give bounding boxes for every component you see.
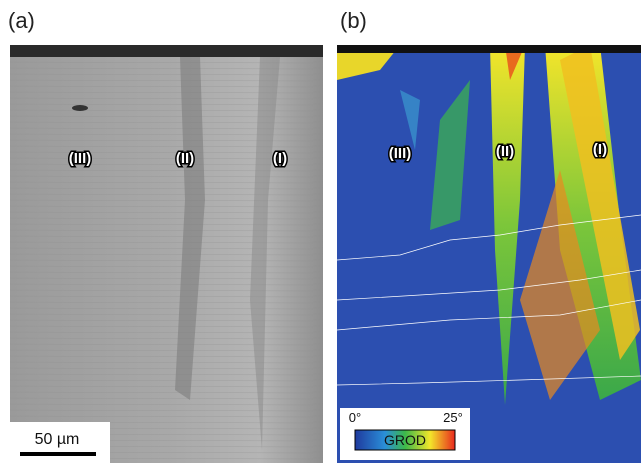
scale-bar-label: 50 µm [35,431,80,448]
colorbar-max: 25° [443,410,463,425]
colorbar-min: 0° [349,410,361,425]
sem-image [10,45,323,463]
scale-bar: 50 µm [10,422,110,463]
figure: (a) (III) (II) (I) 50 µm (b) (III) (II) … [0,0,641,463]
region-label: (II) [496,143,514,160]
grod-map [337,45,641,463]
region-label: (II) [176,150,194,167]
panel-label: (b) [340,8,367,33]
region-label: (I) [273,150,287,167]
region-label: (III) [389,145,412,162]
colorbar: 0° 25° GROD [340,408,470,460]
colorbar-title: GROD [384,432,426,448]
panel-label: (a) [8,8,35,33]
region-label: (III) [69,150,92,167]
region-label: (I) [593,141,607,158]
